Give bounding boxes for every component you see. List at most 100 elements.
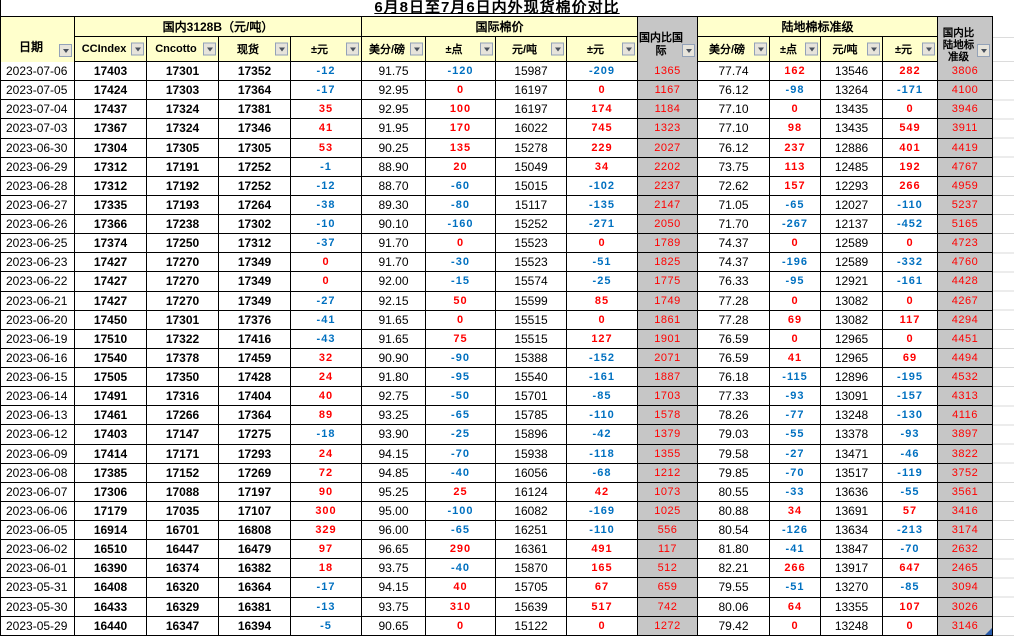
cell-domestic-change[interactable]: -41 <box>291 310 362 330</box>
filter-dropdown-icon[interactable] <box>682 44 695 57</box>
cell-ccindex[interactable]: 17367 <box>75 119 147 139</box>
cell-intl-points[interactable]: -50 <box>426 387 496 407</box>
cell-intl-points[interactable]: -160 <box>426 215 496 235</box>
cell-upland-change[interactable]: -46 <box>883 444 938 464</box>
cell-date[interactable]: 2023-06-06 <box>1 501 75 521</box>
filter-dropdown-icon[interactable] <box>131 42 144 56</box>
cell-intl-points[interactable]: -95 <box>426 368 496 388</box>
cell-upland-points[interactable]: -41 <box>770 540 821 560</box>
cell-intl-change[interactable]: 85 <box>567 291 638 311</box>
cell-ccindex[interactable]: 17424 <box>75 81 147 101</box>
cell-upland-rmb[interactable]: 12896 <box>821 368 883 388</box>
cell-domestic-vs-intl[interactable]: 1323 <box>638 119 698 139</box>
cell-upland-points[interactable]: -115 <box>770 368 821 388</box>
cell-upland-cents[interactable]: 80.55 <box>698 482 770 502</box>
cell-intl-cents[interactable]: 91.70 <box>362 234 426 254</box>
cell-upland-points[interactable]: 0 <box>770 234 821 254</box>
cell-upland-points[interactable]: 0 <box>770 616 821 636</box>
cell-spot[interactable]: 16479 <box>219 540 291 560</box>
cell-ccindex[interactable]: 17427 <box>75 272 147 292</box>
cell-domestic-vs-intl[interactable]: 1025 <box>638 501 698 521</box>
cell-domestic-vs-upland[interactable]: 3416 <box>938 501 993 521</box>
cell-cncotton[interactable]: 17035 <box>147 501 219 521</box>
cell-ccindex[interactable]: 17427 <box>75 291 147 311</box>
cell-domestic-vs-intl[interactable]: 1901 <box>638 329 698 349</box>
cell-upland-rmb[interactable]: 13847 <box>821 540 883 560</box>
cell-ccindex[interactable]: 17179 <box>75 501 147 521</box>
filter-dropdown-icon[interactable] <box>867 42 880 56</box>
cell-domestic-vs-upland[interactable]: 4267 <box>938 291 993 311</box>
cell-intl-rmb[interactable]: 16361 <box>496 540 567 560</box>
cell-intl-points[interactable]: 0 <box>426 81 496 101</box>
cell-upland-points[interactable]: 98 <box>770 119 821 139</box>
cell-intl-rmb[interactable]: 15599 <box>496 291 567 311</box>
cell-upland-points[interactable]: -98 <box>770 81 821 101</box>
column-header-cncotton[interactable]: Cncotto <box>147 37 219 62</box>
cell-spot[interactable]: 17349 <box>219 253 291 273</box>
cell-intl-change[interactable]: -118 <box>567 444 638 464</box>
cell-upland-rmb[interactable]: 13517 <box>821 463 883 483</box>
cell-intl-points[interactable]: 0 <box>426 310 496 330</box>
cell-upland-points[interactable]: 41 <box>770 348 821 368</box>
cell-upland-change[interactable]: -85 <box>883 578 938 598</box>
cell-intl-points[interactable]: -65 <box>426 406 496 426</box>
group-header-upland[interactable]: 陆地棉标准级 <box>698 17 938 37</box>
cell-upland-rmb[interactable]: 13917 <box>821 559 883 579</box>
cell-upland-change[interactable]: -195 <box>883 368 938 388</box>
cell-upland-change[interactable]: 0 <box>883 100 938 120</box>
cell-domestic-vs-intl[interactable]: 2050 <box>638 215 698 235</box>
cell-intl-cents[interactable]: 93.75 <box>362 559 426 579</box>
cell-ccindex[interactable]: 17312 <box>75 176 147 196</box>
cell-upland-cents[interactable]: 79.03 <box>698 425 770 445</box>
cell-upland-points[interactable]: -196 <box>770 253 821 273</box>
cell-upland-change[interactable]: -55 <box>883 482 938 502</box>
cell-upland-points[interactable]: 162 <box>770 62 821 82</box>
cell-date[interactable]: 2023-06-27 <box>1 195 75 215</box>
cell-spot[interactable]: 16808 <box>219 521 291 541</box>
cell-intl-points[interactable]: 0 <box>426 234 496 254</box>
cell-intl-cents[interactable]: 91.75 <box>362 62 426 82</box>
cell-intl-rmb[interactable]: 15639 <box>496 597 567 617</box>
cell-upland-change[interactable]: 647 <box>883 559 938 579</box>
cell-domestic-vs-upland[interactable]: 5237 <box>938 195 993 215</box>
cell-domestic-vs-intl[interactable]: 1184 <box>638 100 698 120</box>
cell-upland-points[interactable]: 69 <box>770 310 821 330</box>
cell-intl-points[interactable]: 50 <box>426 291 496 311</box>
cell-intl-cents[interactable]: 89.30 <box>362 195 426 215</box>
cell-domestic-vs-intl[interactable]: 556 <box>638 521 698 541</box>
cell-upland-cents[interactable]: 79.55 <box>698 578 770 598</box>
cell-domestic-change[interactable]: 35 <box>291 100 362 120</box>
cell-domestic-vs-upland[interactable]: 3752 <box>938 463 993 483</box>
cell-intl-cents[interactable]: 92.95 <box>362 100 426 120</box>
cell-intl-change[interactable]: -68 <box>567 463 638 483</box>
cell-intl-change[interactable]: -209 <box>567 62 638 82</box>
cell-upland-points[interactable]: -27 <box>770 444 821 464</box>
cell-date[interactable]: 2023-06-25 <box>1 234 75 254</box>
cell-domestic-vs-upland[interactable]: 4313 <box>938 387 993 407</box>
cell-intl-rmb[interactable]: 15987 <box>496 62 567 82</box>
cell-date[interactable]: 2023-06-20 <box>1 310 75 330</box>
cell-spot[interactable]: 17252 <box>219 157 291 177</box>
cell-ccindex[interactable]: 17427 <box>75 253 147 273</box>
cell-upland-rmb[interactable]: 13471 <box>821 444 883 464</box>
cell-ccindex[interactable]: 16510 <box>75 540 147 560</box>
cell-domestic-vs-intl[interactable]: 1355 <box>638 444 698 464</box>
cell-spot[interactable]: 17381 <box>219 100 291 120</box>
cell-domestic-vs-upland[interactable]: 3822 <box>938 444 993 464</box>
cell-domestic-vs-upland[interactable]: 3897 <box>938 425 993 445</box>
cell-domestic-change[interactable]: -18 <box>291 425 362 445</box>
cell-intl-rmb[interactable]: 15515 <box>496 310 567 330</box>
cell-ccindex[interactable]: 16408 <box>75 578 147 598</box>
cell-date[interactable]: 2023-05-30 <box>1 597 75 617</box>
cell-intl-points[interactable]: -40 <box>426 559 496 579</box>
cell-spot[interactable]: 17197 <box>219 482 291 502</box>
cell-intl-cents[interactable]: 96.65 <box>362 540 426 560</box>
column-header-domestic-vs-intl[interactable]: 国内比国际 <box>638 17 698 63</box>
cell-upland-cents[interactable]: 80.54 <box>698 521 770 541</box>
cell-domestic-change[interactable]: -1 <box>291 157 362 177</box>
cell-ccindex[interactable]: 17450 <box>75 310 147 330</box>
cell-domestic-vs-upland[interactable]: 4494 <box>938 348 993 368</box>
cell-upland-rmb[interactable]: 12886 <box>821 138 883 158</box>
filter-dropdown-icon[interactable] <box>203 42 216 56</box>
cell-intl-change[interactable]: -135 <box>567 195 638 215</box>
